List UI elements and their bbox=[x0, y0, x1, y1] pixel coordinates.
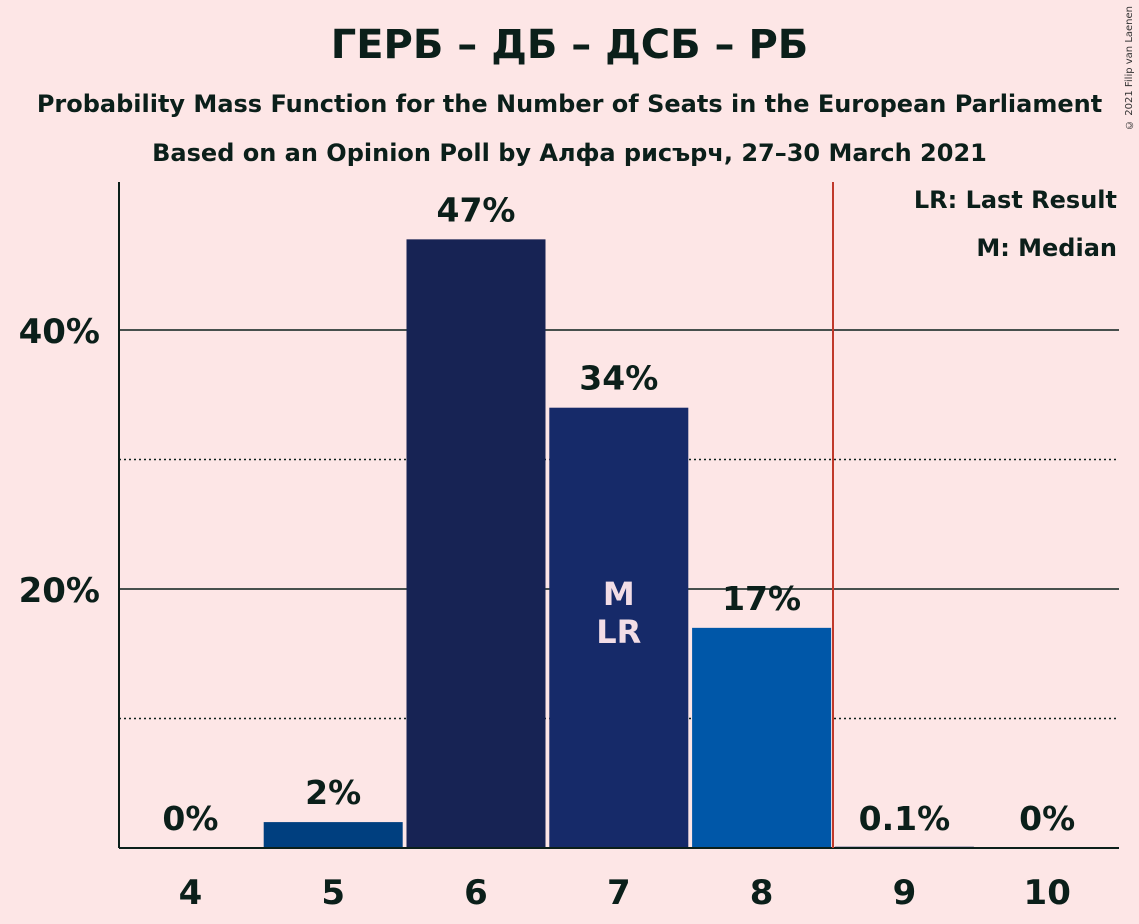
bar-6 bbox=[406, 239, 546, 849]
value-label-6: 47% bbox=[437, 190, 516, 229]
legend-last-result: LR: Last Result bbox=[913, 186, 1117, 214]
x-tick-label-10: 10 bbox=[1024, 873, 1071, 913]
x-tick-label-5: 5 bbox=[321, 873, 345, 913]
bar-8 bbox=[692, 627, 832, 848]
x-tick-label-4: 4 bbox=[179, 873, 203, 913]
value-label-5: 2% bbox=[305, 773, 361, 812]
y-tick-label: 40% bbox=[19, 312, 100, 352]
chart-subtitle: Probability Mass Function for the Number… bbox=[36, 90, 1103, 118]
x-tick-label-8: 8 bbox=[750, 873, 774, 913]
poll-source-subtitle: Based on an Opinion Poll by Алфа рисърч,… bbox=[152, 139, 987, 167]
value-label-10: 0% bbox=[1019, 799, 1075, 838]
value-label-9: 0.1% bbox=[859, 799, 951, 838]
value-label-4: 0% bbox=[162, 799, 218, 838]
chart-title: ГЕРБ – ДБ – ДСБ – РБ bbox=[330, 22, 809, 68]
bar-5 bbox=[263, 822, 403, 848]
x-tick-label-7: 7 bbox=[607, 873, 631, 913]
value-label-8: 17% bbox=[722, 579, 801, 618]
bar-7 bbox=[549, 407, 689, 848]
legend-median: M: Median bbox=[976, 234, 1117, 262]
x-tick-label-6: 6 bbox=[464, 873, 488, 913]
last-result-marker: LR bbox=[596, 613, 641, 651]
median-marker: M bbox=[603, 575, 635, 613]
x-tick-label-9: 9 bbox=[893, 873, 917, 913]
y-tick-label: 20% bbox=[19, 571, 100, 611]
value-label-7: 34% bbox=[579, 359, 658, 398]
